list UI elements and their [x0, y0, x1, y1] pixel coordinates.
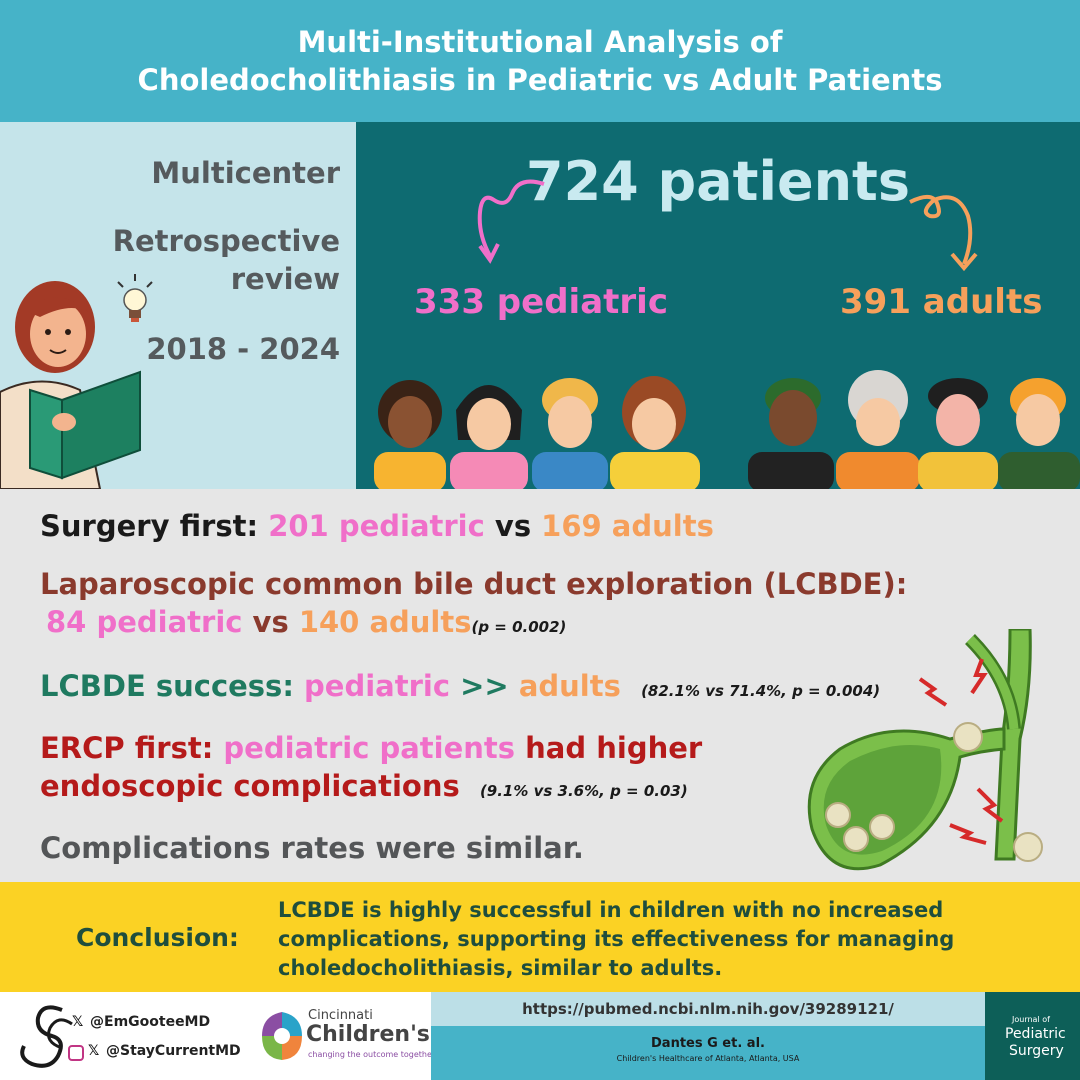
cincinnati-childrens-logo-icon [262, 1012, 302, 1060]
journal-line-3: Surgery [1009, 1043, 1064, 1059]
vs-text: vs [484, 509, 542, 543]
pediatric-count: 333 pediatric [414, 282, 668, 322]
surgery-first-pediatric: 201 pediatric [268, 509, 485, 543]
lcbde-vs: vs [242, 605, 299, 639]
lcbde-adults: 140 adults [298, 605, 472, 639]
journal-line-1: Journal of [1012, 1015, 1050, 1024]
ercp-pediatric: pediatric patients [223, 731, 516, 765]
success-label: LCBDE success: [40, 669, 305, 703]
study-design-panel: Multicenter Retrospective review 2018 - … [0, 122, 356, 489]
citation-author: Dantes G et. al. [651, 1036, 765, 1051]
hospital-name-line-2: Children's [306, 1022, 430, 1047]
title-line-1: Multi-Institutional Analysis of [297, 25, 783, 59]
adult-count: 391 adults [840, 282, 1043, 322]
years-label: 2018 - 2024 [146, 332, 340, 366]
twitter-handle-1[interactable]: @EmGooteeMD [90, 1014, 211, 1030]
children-group-illustration [374, 376, 700, 489]
success-adults: adults [518, 669, 621, 703]
cohort-panel: 724 patients 333 pediatric 391 adults [356, 122, 1080, 489]
conclusion-label: Conclusion: [76, 923, 239, 952]
gallbladder-illustration [807, 629, 1043, 871]
success-stats: (82.1% vs 71.4%, p = 0.004) [641, 682, 881, 700]
lcbde-p-value: (p = 0.002) [471, 618, 567, 636]
surgery-first-adults: 169 adults [541, 509, 714, 543]
multicenter-label: Multicenter [151, 156, 340, 190]
surgery-first-line: Surgery first: 201 pediatric vs 169 adul… [40, 509, 714, 543]
pink-arrow-icon [477, 179, 545, 264]
ercp-line-1: ERCP first: pediatric patients had highe… [40, 731, 702, 765]
conclusion-banner: Conclusion: LCBDE is highly successful i… [0, 882, 1080, 992]
citation-bar: Dantes G et. al. Children's Healthcare o… [431, 1026, 985, 1080]
header-banner: Multi-Institutional Analysis of Choledoc… [0, 0, 1080, 122]
hospital-name-line-1: Cincinnati [308, 1008, 373, 1023]
total-patients: 724 patients [526, 150, 910, 213]
journal-logo: Journal of Pediatric Surgery [985, 992, 1080, 1080]
x-icon-2: 𝕏 [88, 1043, 100, 1059]
findings-section: Surgery first: 201 pediatric vs 169 adul… [0, 489, 1080, 882]
title-line-2: Choledocholithiasis in Pediatric vs Adul… [137, 63, 943, 97]
lcbde-pediatric: 84 pediatric [46, 605, 243, 639]
success-pediatric: pediatric [304, 669, 451, 703]
ercp-rest: had higher [515, 731, 703, 765]
ercp-stats: (9.1% vs 3.6%, p = 0.03) [479, 782, 688, 800]
footer: 𝕏 @EmGooteeMD 𝕏 @StayCurrentMD Cincinnat… [0, 992, 1080, 1080]
researcher-illustration [0, 281, 141, 489]
lcbde-label: Laparoscopic common bile duct exploratio… [40, 567, 908, 601]
conclusion-text: LCBDE is highly successful in children w… [278, 896, 1038, 983]
orange-arrow-icon [909, 194, 978, 272]
pubmed-link[interactable]: https://pubmed.ncbi.nlm.nih.gov/39289121… [431, 992, 985, 1026]
ercp-line-2: endoscopic complications (9.1% vs 3.6%, … [40, 769, 688, 803]
complications-similar: Complications rates were similar. [40, 831, 584, 865]
citation-affiliation: Children's Healthcare of Atlanta, Atlant… [616, 1054, 800, 1063]
instagram-icon [68, 1045, 84, 1061]
conclusion-line-2: complications, supporting its effectiven… [278, 927, 955, 951]
conclusion-line-1: LCBDE is highly successful in children w… [278, 898, 944, 922]
hospital-tagline: changing the outcome together [308, 1050, 436, 1059]
retrospective-label: Retrospective [112, 224, 340, 258]
adults-group-illustration [748, 370, 1080, 489]
ercp-label: ERCP first: [40, 731, 224, 765]
review-label: review [230, 262, 340, 296]
surgery-first-label: Surgery first: [40, 509, 269, 543]
lcbde-counts-line: 84 pediatric vs 140 adults(p = 0.002) [46, 605, 566, 639]
lcbde-success-line: LCBDE success: pediatric >> adults (82.1… [40, 669, 880, 703]
twitter-handle-2[interactable]: @StayCurrentMD [106, 1043, 241, 1059]
stay-current-logo [20, 1005, 73, 1068]
ercp-complications: endoscopic complications [40, 769, 460, 803]
x-icon: 𝕏 [72, 1014, 84, 1030]
journal-line-2: Pediatric [1005, 1026, 1066, 1042]
lightbulb-icon [117, 274, 153, 322]
success-operator: >> [450, 669, 519, 703]
conclusion-line-3: choledocholithiasis, similar to adults. [278, 956, 723, 980]
